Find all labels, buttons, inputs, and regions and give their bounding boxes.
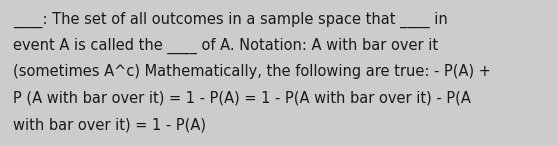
Text: ____: The set of all outcomes in a sample space that ____ in: ____: The set of all outcomes in a sampl… xyxy=(13,12,448,28)
Text: P (A with bar over it) = 1 - P(A) = 1 - P(A with bar over it) - P(A: P (A with bar over it) = 1 - P(A) = 1 - … xyxy=(13,91,470,106)
Text: with bar over it) = 1 - P(A): with bar over it) = 1 - P(A) xyxy=(13,117,206,132)
Text: (sometimes A^c) Mathematically, the following are true: - P(A) +: (sometimes A^c) Mathematically, the foll… xyxy=(13,64,490,79)
Text: event A is called the ____ of A. Notation: A with bar over it: event A is called the ____ of A. Notatio… xyxy=(13,38,438,54)
